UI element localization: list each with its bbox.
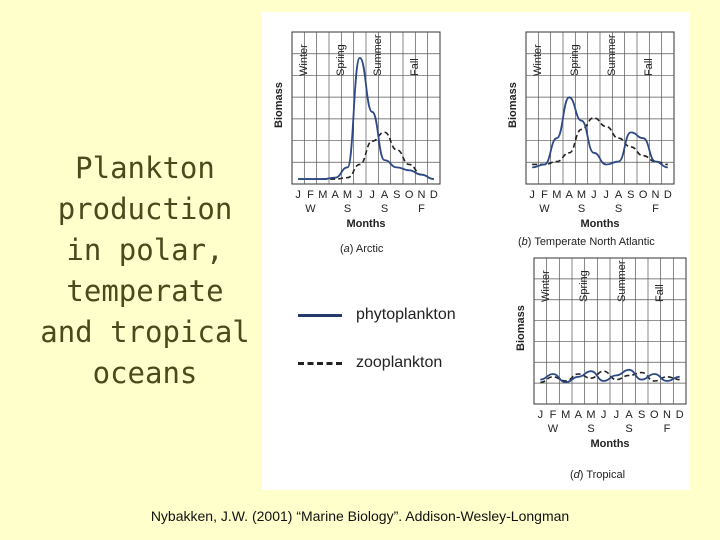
season-label: Spring [578,270,590,302]
month-tick-label: J [591,189,597,201]
month-tick-label: M [586,409,595,421]
month-tick-label: J [357,189,363,201]
month-tick-label: A [615,189,623,201]
month-tick-label: D [430,189,438,201]
month-tick-label: F [307,189,314,201]
title-line: temperate [66,274,224,308]
month-tick-label: A [331,189,339,201]
month-tick-label: A [575,409,583,421]
title-line: Plankton [75,151,215,185]
season-label: Fall [409,58,421,76]
season-initial: S [615,203,622,215]
season-label: Summer [372,34,384,76]
month-tick-label: A [625,409,633,421]
season-initial: S [344,203,351,215]
zooplankton-curve [532,116,668,166]
zooplankton-curve [540,370,680,384]
panel-caption: (a) Arctic [340,243,384,255]
season-initial: F [664,423,671,435]
season-initial: F [418,203,425,215]
season-initial: W [305,203,316,215]
citation: Nybakken, J.W. (2001) “Marine Biology”. … [150,508,570,524]
legend-zooplankton: zooplankton [298,354,442,372]
legend-zooplankton-label: zooplankton [356,354,443,371]
season-initial: F [652,203,659,215]
month-tick-label: J [614,409,620,421]
panel-caption: (d) Tropical [570,469,625,481]
y-axis-label: Biomass [273,82,285,128]
phytoplankton-curve [298,56,434,180]
panel-grid [292,32,440,184]
month-tick-label: S [393,189,400,201]
month-tick-label: M [552,189,561,201]
season-label: Summer [606,34,618,76]
month-tick-label: J [538,409,544,421]
title-line: and tropical [40,315,250,349]
season-label: Winter [298,44,310,76]
month-tick-label: M [577,189,586,201]
season-initial: S [625,423,632,435]
phytoplankton-curve [540,368,680,384]
month-tick-label: D [676,409,684,421]
title-line: production [57,192,233,226]
month-tick-label: M [318,189,327,201]
month-tick-label: N [652,189,660,201]
month-tick-label: J [295,189,301,201]
season-label: Fall [643,58,655,76]
month-tick-label: O [639,189,648,201]
panel-caption: (b) Temperate North Atlantic [518,236,655,248]
x-axis-label: Months [346,218,385,230]
month-tick-label: D [664,189,672,201]
season-label: Spring [569,44,581,76]
month-tick-label: J [529,189,535,201]
x-axis-label: Months [590,438,629,450]
season-initial: S [587,423,594,435]
figure-area: Winter Spring Summer Fall Biomass J F M A M J J A S O N… [262,12,690,490]
month-tick-label: S [627,189,634,201]
month-tick-label: M [343,189,352,201]
season-label: Winter [532,44,544,76]
y-axis-label: Biomass [515,305,527,351]
phytoplankton-curve [532,96,668,169]
month-tick-label: J [601,409,607,421]
month-tick-label: O [650,409,659,421]
zooplankton-curve [298,131,434,180]
legend-phytoplankton-label: phytoplankton [356,306,456,323]
month-tick-label: J [369,189,375,201]
title-line: in polar, [66,233,224,267]
y-axis-label: Biomass [507,82,519,128]
month-tick-label: S [638,409,645,421]
season-label: Spring [335,44,347,76]
season-label: Fall [654,284,666,302]
title-line: oceans [92,356,198,390]
season-initial: W [539,203,550,215]
legend-phytoplankton: phytoplankton [298,306,456,324]
month-tick-label: N [663,409,671,421]
legend-dashed-line [298,361,342,365]
month-tick-label: F [541,189,548,201]
season-label: Winter [540,270,552,302]
season-initial: S [381,203,388,215]
month-tick-label: F [550,409,557,421]
legend-solid-line [298,313,342,317]
month-tick-label: N [418,189,426,201]
month-tick-label: M [561,409,570,421]
month-tick-label: A [381,189,389,201]
month-tick-label: A [565,189,573,201]
season-initial: S [578,203,585,215]
x-axis-label: Months [580,218,619,230]
month-tick-label: O [405,189,414,201]
season-initial: W [548,423,559,435]
season-label: Summer [616,260,628,302]
month-tick-label: J [603,189,609,201]
panel-grid [534,258,686,404]
slide-title: Plankton production in polar, temperate … [30,148,260,394]
panel-grid [526,32,674,184]
